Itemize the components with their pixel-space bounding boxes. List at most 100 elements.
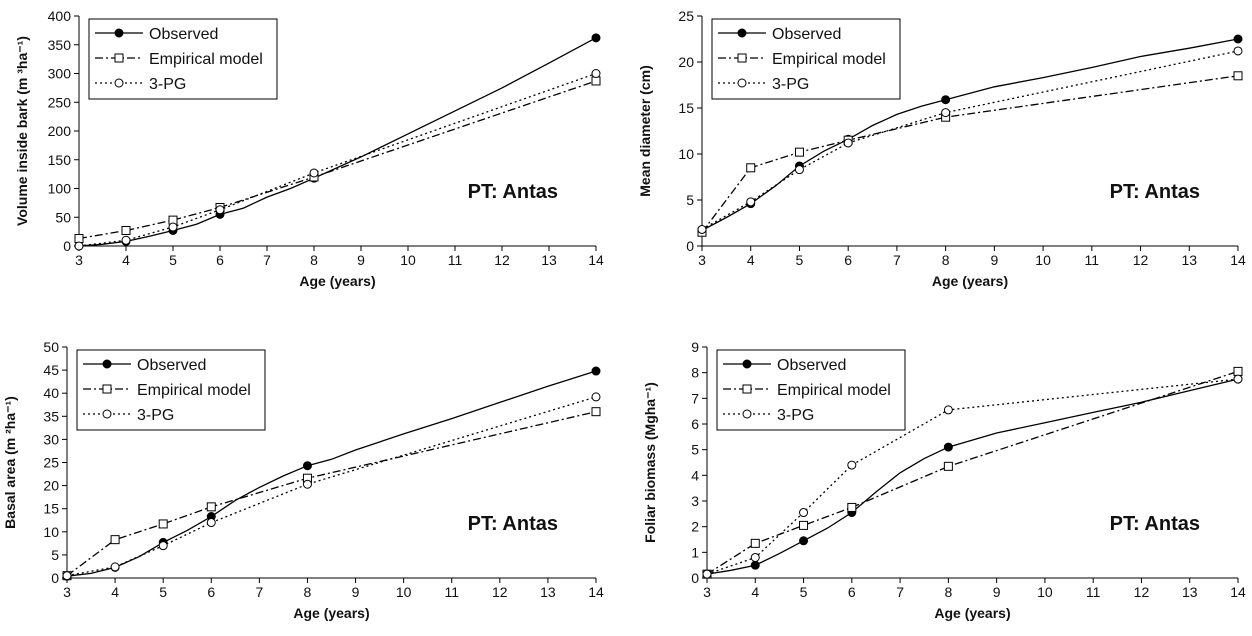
data-point [1233,374,1243,384]
series-line [78,80,597,240]
data-point [168,222,178,232]
legend-marker [102,409,112,419]
data-point [206,518,216,528]
x-tick-label: 8 [310,252,318,268]
data-point [302,461,312,471]
y-tick-label: 400 [48,8,72,24]
y-axis-label: Volume inside bark (m ³ha⁻¹) [14,36,30,226]
y-tick-label: 0 [691,570,699,586]
y-tick-label: 0 [63,238,71,254]
data-point [206,502,216,512]
data-point [746,197,756,207]
data-point [750,552,760,562]
y-tick-label: 15 [678,100,694,116]
x-tick-label: 6 [207,584,215,600]
series-line [78,37,597,247]
x-axis-label: Age (years) [932,273,1008,289]
x-tick-label: 5 [796,252,804,268]
x-tick-label: 12 [1133,252,1149,268]
x-tick-label: 13 [1181,252,1197,268]
data-point [943,461,953,471]
legend-marker [114,28,124,38]
legend-marker [737,53,747,63]
y-tick-label: 6 [691,416,699,432]
legend-marker [742,359,752,369]
x-axis-label: Age (years) [299,273,375,289]
legend-label: 3-PG [149,76,186,93]
series-3-pg [697,46,1243,234]
x-tick-label: 10 [1035,252,1051,268]
x-tick-label: 12 [1134,584,1150,600]
x-tick-label: 4 [122,252,130,268]
x-tick-label: 8 [942,252,950,268]
data-point [941,95,951,105]
x-tick-label: 4 [751,584,759,600]
x-tick-label: 3 [63,584,71,600]
y-tick-label: 100 [48,181,72,197]
series-line [701,75,1239,233]
x-tick-label: 6 [848,584,856,600]
y-tick-label: 5 [686,192,694,208]
data-point [121,235,131,245]
x-tick-label: 11 [1085,252,1100,268]
data-point [158,519,168,529]
y-axis-label: Mean diameter (cm) [637,65,653,196]
x-tick-label: 12 [494,252,510,268]
x-tick-label: 9 [990,252,998,268]
y-tick-label: 5 [691,442,699,458]
y-tick-label: 7 [691,390,699,406]
y-tick-label: 250 [48,94,72,110]
series-3-pg [74,69,601,251]
data-point [794,165,804,175]
y-tick-label: 25 [678,8,694,24]
data-point [943,405,953,415]
data-point [1233,34,1243,44]
data-point [110,562,120,572]
x-tick-label: 10 [396,584,412,600]
data-point [1233,46,1243,56]
panel-label: PT: Antas [1110,181,1200,203]
y-tick-label: 35 [43,408,59,424]
y-tick-label: 20 [43,478,59,494]
data-point [158,541,168,551]
y-tick-label: 15 [43,501,59,517]
x-tick-label: 5 [800,584,808,600]
x-tick-label: 7 [896,584,904,600]
data-point [750,560,760,570]
y-tick-label: 10 [678,146,694,162]
y-tick-label: 150 [48,152,72,168]
x-tick-label: 4 [747,252,755,268]
x-axis-label: Age (years) [934,605,1010,621]
series-3-pg [702,374,1243,579]
data-point [1233,366,1243,376]
legend-marker [102,384,112,394]
y-tick-label: 45 [43,362,59,378]
legend-marker [737,78,747,88]
y-tick-label: 1 [691,544,699,560]
x-axis-label: Age (years) [293,605,369,621]
y-tick-label: 50 [43,339,59,355]
data-point [74,241,84,251]
legend-label: Empirical model [137,382,251,399]
chart-panel-1: 3 4 5 6 7 8 9 10 11 12 13 14 0 50 100 150 200 250 300 350 40… [14,8,604,289]
legend-label: Empirical model [149,51,263,68]
y-tick-label: 50 [55,209,71,225]
data-point [750,538,760,548]
legend-label: Empirical model [772,51,886,68]
y-tick-label: 350 [48,37,72,53]
series-line [701,50,1239,230]
x-tick-label: 8 [944,584,952,600]
legend-label: 3-PG [777,407,814,424]
x-tick-label: 7 [893,252,901,268]
legend-marker [114,53,124,63]
legend-marker [742,384,752,394]
data-point [843,138,853,148]
data-point [799,520,809,530]
data-point [591,366,601,376]
data-point [215,205,225,215]
series-line [66,396,597,577]
data-point [62,571,72,581]
data-point [74,234,84,244]
series-empirical-model [702,366,1243,579]
